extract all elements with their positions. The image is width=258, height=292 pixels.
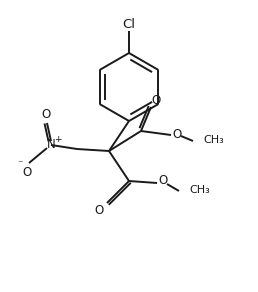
- Text: O: O: [41, 109, 51, 121]
- Text: ⁻: ⁻: [17, 159, 23, 169]
- Text: CH₃: CH₃: [203, 135, 224, 145]
- Text: Cl: Cl: [123, 18, 135, 30]
- Text: CH₃: CH₃: [189, 185, 210, 195]
- Text: O: O: [172, 128, 182, 140]
- Text: O: O: [158, 175, 168, 187]
- Text: O: O: [22, 166, 32, 178]
- Text: O: O: [151, 93, 161, 107]
- Text: N: N: [47, 138, 55, 152]
- Text: +: +: [54, 135, 62, 143]
- Text: O: O: [94, 204, 104, 216]
